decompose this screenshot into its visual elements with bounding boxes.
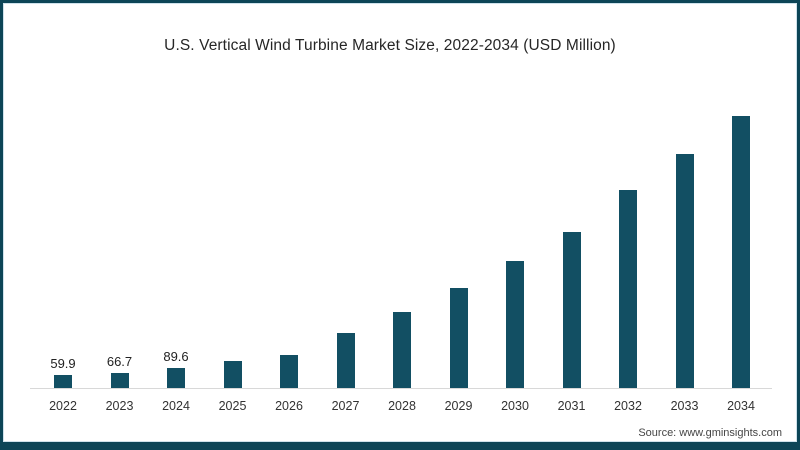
bar-2032 [619, 189, 637, 389]
x-tick-label-2034: 2034 [727, 399, 755, 413]
bar-2022 [54, 374, 72, 389]
bar-2026 [280, 354, 298, 389]
x-tick-label-2028: 2028 [388, 399, 416, 413]
x-tick-label-2030: 2030 [501, 399, 529, 413]
x-tick-label-2023: 2023 [105, 399, 134, 413]
bar-2030 [506, 260, 524, 389]
x-tick-label-2032: 2032 [614, 399, 642, 413]
x-tick-label-2027: 2027 [331, 399, 360, 413]
bar-2034 [732, 115, 750, 389]
bar-2027 [336, 333, 355, 389]
x-tick-label-2024: 2024 [162, 399, 190, 413]
bar-2031 [562, 232, 581, 389]
x-tick-label-2025: 2025 [218, 399, 247, 413]
x-tick-label-2031: 2031 [557, 399, 586, 413]
chart-title: U.S. Vertical Wind Turbine Market Size, … [164, 37, 616, 54]
source-attribution: Source: www.gminsights.com [638, 427, 782, 439]
bar-value-label-2023: 66.7 [106, 354, 133, 370]
x-axis-line [30, 388, 772, 389]
bar-2029 [449, 288, 468, 389]
x-tick-label-2033: 2033 [670, 399, 699, 413]
bar-value-label-2022: 59.9 [50, 355, 76, 371]
bar-2025 [223, 360, 242, 389]
bar-2023 [110, 373, 129, 389]
bar-2028 [393, 311, 411, 389]
x-tick-label-2029: 2029 [444, 399, 473, 413]
x-tick-label-2026: 2026 [275, 399, 303, 413]
x-tick-label-2022: 2022 [49, 399, 77, 413]
bar-value-label-2024: 89.6 [163, 348, 189, 364]
bar-2024 [167, 367, 185, 389]
bar-2033 [675, 153, 694, 389]
